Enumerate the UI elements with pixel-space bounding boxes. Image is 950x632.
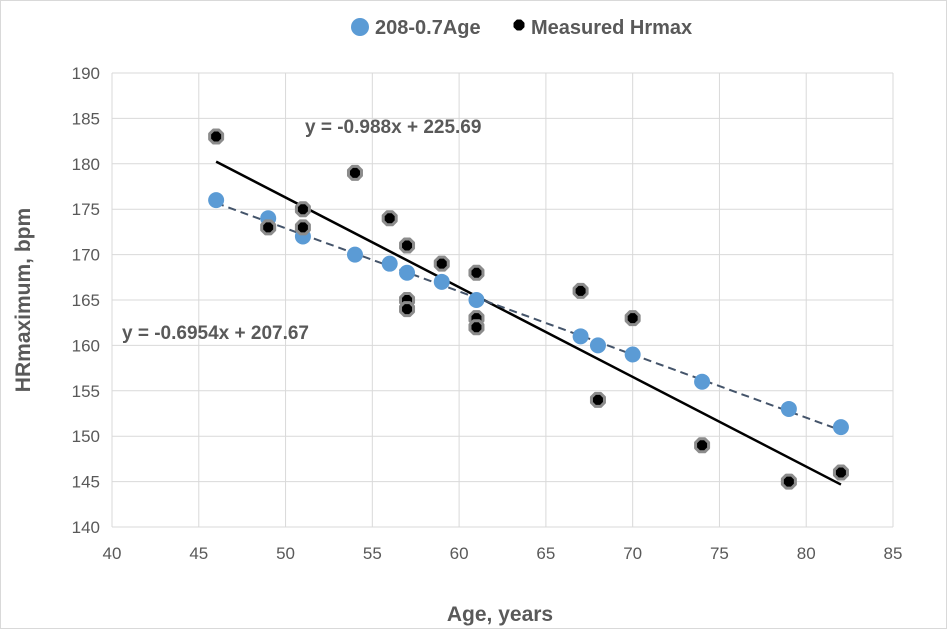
x-tick-label: 70: [623, 544, 642, 563]
equation-label-formula: y = -0.6954x + 207.67: [122, 323, 309, 344]
y-tick-label: 180: [72, 155, 100, 174]
trendline-formula: [215, 202, 842, 432]
point-measured: [468, 319, 485, 336]
point-measured: [589, 391, 606, 408]
tick-labels: 140 145 150 155 160 165 170 175 180 185 190 40 45 50 5…: [72, 64, 903, 563]
x-tick-label: 75: [710, 544, 729, 563]
point-formula: [399, 264, 416, 281]
x-axis-title: Age, years: [447, 603, 553, 626]
y-tick-label: 185: [72, 109, 100, 128]
point-measured: [468, 264, 485, 281]
x-tick-label: 65: [536, 544, 555, 563]
point-formula: [433, 273, 450, 290]
point-measured: [399, 301, 416, 318]
legend-marker-formula: [351, 18, 369, 36]
point-measured: [624, 310, 641, 327]
x-tick-label: 50: [276, 544, 295, 563]
point-measured: [433, 255, 450, 272]
point-formula: [589, 337, 606, 354]
point-measured: [208, 128, 225, 145]
point-formula: [572, 328, 589, 345]
legend-marker-measured: [513, 19, 525, 31]
x-tick-label: 40: [103, 544, 122, 563]
y-tick-label: 170: [72, 246, 100, 265]
y-tick-label: 165: [72, 291, 100, 310]
point-formula: [624, 346, 641, 363]
legend: 208-0.7Age Measured Hrmax: [351, 17, 692, 39]
point-measured: [294, 219, 311, 236]
y-tick-label: 175: [72, 200, 100, 219]
x-tick-label: 80: [797, 544, 816, 563]
legend-label-measured: Measured Hrmax: [531, 17, 692, 39]
point-formula: [468, 292, 485, 308]
point-formula: [346, 246, 363, 263]
y-tick-label: 145: [72, 473, 100, 492]
point-measured: [346, 164, 363, 181]
point-measured: [294, 201, 311, 218]
point-formula: [780, 400, 797, 417]
point-measured: [381, 210, 398, 227]
y-tick-label: 150: [72, 427, 100, 446]
x-tick-label: 85: [884, 544, 903, 563]
y-tick-label: 140: [72, 518, 100, 537]
point-measured: [832, 464, 849, 481]
point-measured: [572, 282, 589, 299]
equation-label-measured: y = -0.988x + 225.69: [305, 117, 481, 138]
y-tick-label: 190: [72, 64, 100, 83]
point-formula: [694, 373, 711, 390]
point-measured: [780, 473, 797, 490]
trendline-measured: [215, 160, 842, 486]
y-tick-label: 155: [72, 382, 100, 401]
y-axis-title: HRmaximum, bpm: [12, 208, 35, 392]
legend-label-formula: 208-0.7Age: [375, 17, 481, 39]
point-formula: [832, 419, 849, 436]
point-measured: [694, 437, 711, 454]
point-formula: [381, 255, 398, 272]
gridlines: [111, 72, 894, 528]
point-formula: [208, 192, 225, 209]
data-points: [208, 128, 849, 490]
x-tick-label: 45: [189, 544, 208, 563]
trendlines: [215, 160, 842, 486]
point-measured: [399, 237, 416, 254]
x-tick-label: 60: [450, 544, 469, 563]
point-measured: [260, 219, 277, 236]
x-tick-label: 55: [363, 544, 382, 563]
y-tick-label: 160: [72, 336, 100, 355]
